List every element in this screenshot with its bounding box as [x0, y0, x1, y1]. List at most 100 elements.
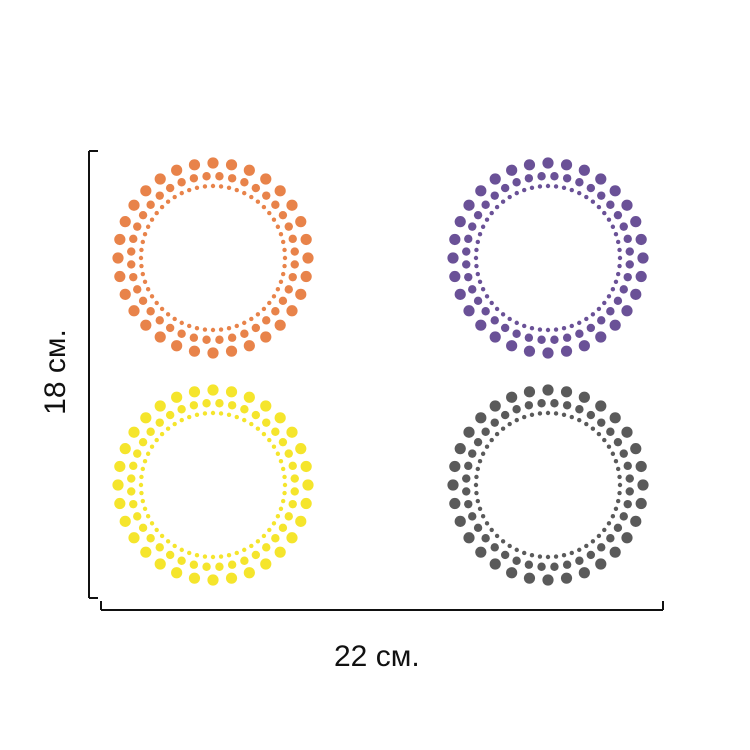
- ring-dot: [140, 319, 152, 331]
- ring-dot: [454, 288, 466, 300]
- ring-dot: [114, 233, 126, 246]
- ring-dot: [489, 437, 494, 443]
- ring-dot: [468, 512, 477, 521]
- ring-dot: [154, 527, 159, 533]
- ring-dot: [133, 512, 142, 521]
- ring-dot: [584, 421, 589, 427]
- ring-dot: [550, 335, 559, 344]
- ring-dot: [159, 431, 165, 437]
- ring-dot: [617, 482, 623, 488]
- ring-dot: [613, 459, 619, 464]
- ring-dot: [242, 417, 247, 423]
- ring-dot: [261, 431, 267, 437]
- ring-dot: [165, 550, 175, 560]
- ring-dot: [275, 287, 281, 292]
- ring-dot: [284, 285, 293, 294]
- ring-dot: [194, 185, 200, 191]
- ring-dot: [300, 460, 312, 473]
- ring-dot: [284, 512, 293, 521]
- ring-dot: [189, 401, 199, 410]
- ring-dot: [586, 410, 596, 420]
- ring-dot: [490, 543, 499, 552]
- ring-dot: [537, 184, 543, 189]
- ring-dot: [545, 183, 551, 189]
- ring-dot: [473, 210, 483, 220]
- ring-dot: [172, 543, 177, 549]
- ring-dot: [610, 224, 616, 229]
- ring-dot: [139, 474, 144, 480]
- ring-dot: [159, 204, 165, 210]
- ring-dot: [553, 184, 559, 189]
- ring-dot: [172, 316, 177, 322]
- ring-dot: [218, 554, 224, 559]
- ring-dot: [278, 279, 284, 284]
- ring-dot: [146, 427, 155, 436]
- ring-dot: [274, 546, 286, 558]
- ring-dot: [243, 391, 255, 403]
- ring-dot: [145, 224, 151, 229]
- ring-dot: [473, 482, 479, 488]
- ring-dot: [462, 247, 471, 256]
- ring-dot: [295, 288, 307, 300]
- ring-dot: [500, 183, 510, 193]
- ring-dot: [477, 279, 483, 284]
- ring-dot: [613, 506, 619, 511]
- ring-dot: [262, 418, 271, 427]
- ring-dot: [234, 187, 239, 193]
- yellow-dotted-ring-sticker: [112, 384, 314, 586]
- ring-dot: [234, 414, 239, 420]
- ring-dot: [142, 279, 148, 284]
- ring-dot: [475, 185, 487, 197]
- ring-dot: [500, 550, 510, 560]
- ring-dot: [617, 490, 622, 496]
- ring-dot: [569, 323, 574, 329]
- ring-dot: [225, 159, 238, 171]
- ring-dot: [463, 199, 475, 211]
- ring-dot: [129, 234, 138, 244]
- ring-dot: [242, 547, 247, 553]
- ring-dot: [112, 479, 124, 491]
- ring-dot: [464, 499, 473, 509]
- ring-dot: [475, 466, 481, 472]
- ring-dot: [255, 426, 261, 431]
- ring-dot: [271, 307, 280, 316]
- ring-dot: [529, 325, 535, 331]
- ring-dot: [155, 543, 164, 552]
- ring-dot: [290, 247, 299, 256]
- ring-dot: [625, 474, 634, 483]
- ring-dot: [288, 234, 297, 244]
- ring-dot: [553, 327, 559, 332]
- ring-dot: [474, 490, 479, 496]
- ring-dot: [477, 459, 483, 464]
- ring-dot: [500, 410, 510, 420]
- ring-dot: [562, 401, 572, 410]
- ring-dot: [188, 386, 201, 398]
- ring-dot: [288, 461, 297, 471]
- ring-dot: [275, 514, 281, 519]
- ring-dot: [114, 460, 126, 473]
- ring-dot: [595, 173, 607, 185]
- ring-dot: [537, 335, 546, 344]
- ring-dot: [202, 327, 208, 332]
- ring-dot: [149, 521, 155, 526]
- ring-dot: [484, 521, 490, 526]
- ring-dot: [553, 554, 559, 559]
- ring-dot: [473, 523, 483, 533]
- ring-dot: [584, 316, 589, 322]
- ring-dot: [550, 172, 559, 181]
- ring-dot: [271, 534, 280, 543]
- ring-dot: [489, 173, 501, 185]
- ring-dot: [606, 427, 615, 436]
- ring-dot: [202, 335, 211, 344]
- ring-dot: [172, 194, 177, 200]
- ring-dot: [523, 572, 536, 584]
- ring-dot: [522, 414, 527, 420]
- ring-dot: [550, 399, 559, 408]
- ring-dot: [635, 233, 647, 246]
- ring-dot: [597, 418, 606, 427]
- ring-dot: [553, 411, 559, 416]
- ring-dot: [119, 515, 131, 527]
- purple-dotted-ring-sticker: [447, 157, 649, 359]
- ring-dot: [507, 421, 512, 427]
